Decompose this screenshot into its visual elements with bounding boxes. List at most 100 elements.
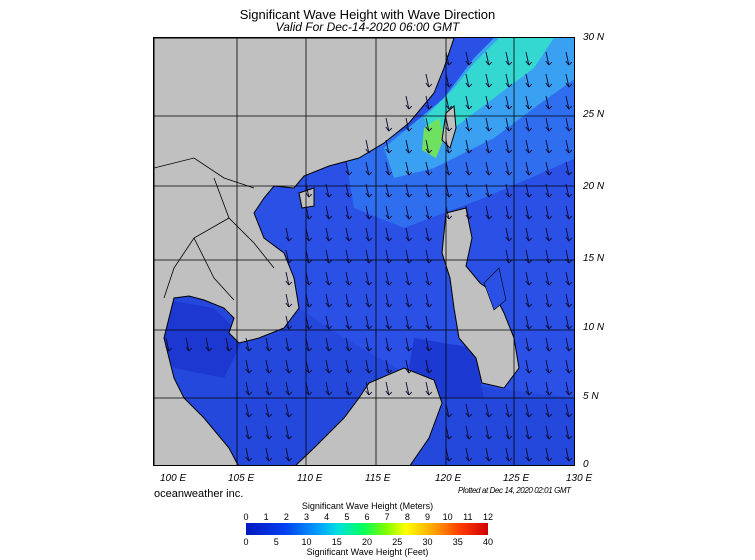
wave-arrow-head (525, 324, 533, 330)
wave-arrow-head (445, 170, 453, 176)
wave-arrow (285, 403, 290, 418)
wave-arrow-head (545, 302, 553, 308)
wave-arrow-head (425, 104, 433, 110)
wave-arrow-head (565, 148, 573, 154)
wave-arrow-head (485, 148, 493, 154)
wave-arrow-head (545, 104, 553, 110)
wave-arrow-head (265, 346, 273, 352)
wave-arrow (365, 205, 370, 220)
wave-arrow-head (405, 390, 413, 396)
wave-arrow (425, 95, 430, 110)
wave-arrow-head (465, 104, 473, 110)
wave-arrow-head (565, 368, 573, 374)
wave-arrow (525, 293, 530, 308)
wave-arrow-head (505, 104, 513, 110)
wave-arrow (505, 139, 510, 154)
wave-arrow-head (385, 368, 393, 374)
wave-arrow (385, 183, 390, 198)
wave-arrow-head (545, 192, 553, 198)
wave-arrow-head (425, 302, 433, 308)
chart-subtitle: Valid For Dec-14-2020 06:00 GMT (275, 20, 460, 34)
wave-arrow (405, 95, 410, 110)
wave-arrow (405, 227, 410, 242)
wave-arrow (525, 425, 530, 440)
wave-arrow (525, 403, 530, 418)
wave-arrow-head (325, 302, 333, 308)
wave-arrow-head (405, 324, 413, 330)
wave-arrow-head (385, 170, 393, 176)
wave-arrow (545, 359, 550, 374)
wave-arrow (385, 381, 390, 396)
wave-arrow (325, 337, 330, 352)
lon-label-125e: 125 E (503, 473, 530, 484)
wave-arrow-head (545, 434, 553, 440)
wave-arrow-head (345, 192, 353, 198)
lat-label-5n: 5 N (583, 391, 599, 402)
wave-arrow (325, 249, 330, 264)
inland-sea (483, 267, 507, 311)
wave-arrow-head (305, 192, 313, 198)
wave-arrow-head (425, 126, 433, 132)
wave-arrow (525, 227, 530, 242)
wave-arrow-head (165, 346, 173, 352)
wave-arrow (325, 315, 330, 330)
wave-arrow (165, 337, 170, 352)
wave-arrow-head (325, 280, 333, 286)
lat-label-0: 0 (583, 459, 589, 470)
wave-arrow (365, 139, 370, 154)
wave-arrow-head (545, 346, 553, 352)
wave-arrow-head (525, 412, 533, 418)
wave-arrow-head (485, 126, 493, 132)
wave-arrow (345, 227, 350, 242)
lon-label-105e: 105 E (228, 473, 255, 484)
wave-arrow (465, 117, 470, 132)
wave-arrow-head (545, 214, 553, 220)
wave-arrow-head (285, 412, 293, 418)
wave-arrow-head (425, 170, 433, 176)
wave-arrow-head (425, 236, 433, 242)
wave-arrow-head (545, 60, 553, 66)
wave-arrow-head (545, 148, 553, 154)
wave-arrow (365, 337, 370, 352)
wave-arrow-head (445, 434, 453, 440)
wave-arrow-head (365, 258, 373, 264)
wave-arrow-head (505, 412, 513, 418)
wave-arrow-head (525, 302, 533, 308)
wave-arrow (385, 293, 390, 308)
wave-arrow-head (525, 346, 533, 352)
wave-arrow-head (245, 346, 253, 352)
wave-arrow-head (505, 170, 513, 176)
wave-arrow (565, 161, 570, 176)
wave-arrow-head (525, 456, 533, 462)
wave-arrow (285, 293, 290, 308)
wave-arrow-head (285, 434, 293, 440)
wave-arrow-head (565, 126, 573, 132)
wave-arrow-head (265, 456, 273, 462)
wave-arrow (265, 403, 270, 418)
wave-arrow (525, 447, 530, 462)
wave-arrow (285, 337, 290, 352)
wave-arrow-head (365, 368, 373, 374)
wave-arrow (345, 293, 350, 308)
wave-arrow-head (565, 104, 573, 110)
wave-arrow (525, 73, 530, 88)
wave-arrow (545, 403, 550, 418)
meters-tick: 3 (303, 512, 310, 522)
wave-arrow-head (445, 192, 453, 198)
wave-arrow (365, 249, 370, 264)
wave-arrow-head (285, 280, 293, 286)
wave-arrow (485, 205, 490, 220)
wave-arrow-head (345, 302, 353, 308)
wave-arrow-head (525, 192, 533, 198)
wave-arrow (485, 161, 490, 176)
borneo (295, 367, 443, 465)
meters-tick: 10 (442, 512, 453, 522)
wave-arrow (505, 73, 510, 88)
wave-arrow (565, 271, 570, 286)
wave-arrow-head (505, 434, 513, 440)
wave-arrow (445, 447, 450, 462)
wave-arrow-head (525, 258, 533, 264)
wave-arrow (345, 315, 350, 330)
wave-arrow-head (565, 412, 573, 418)
wave-arrow-head (505, 148, 513, 154)
